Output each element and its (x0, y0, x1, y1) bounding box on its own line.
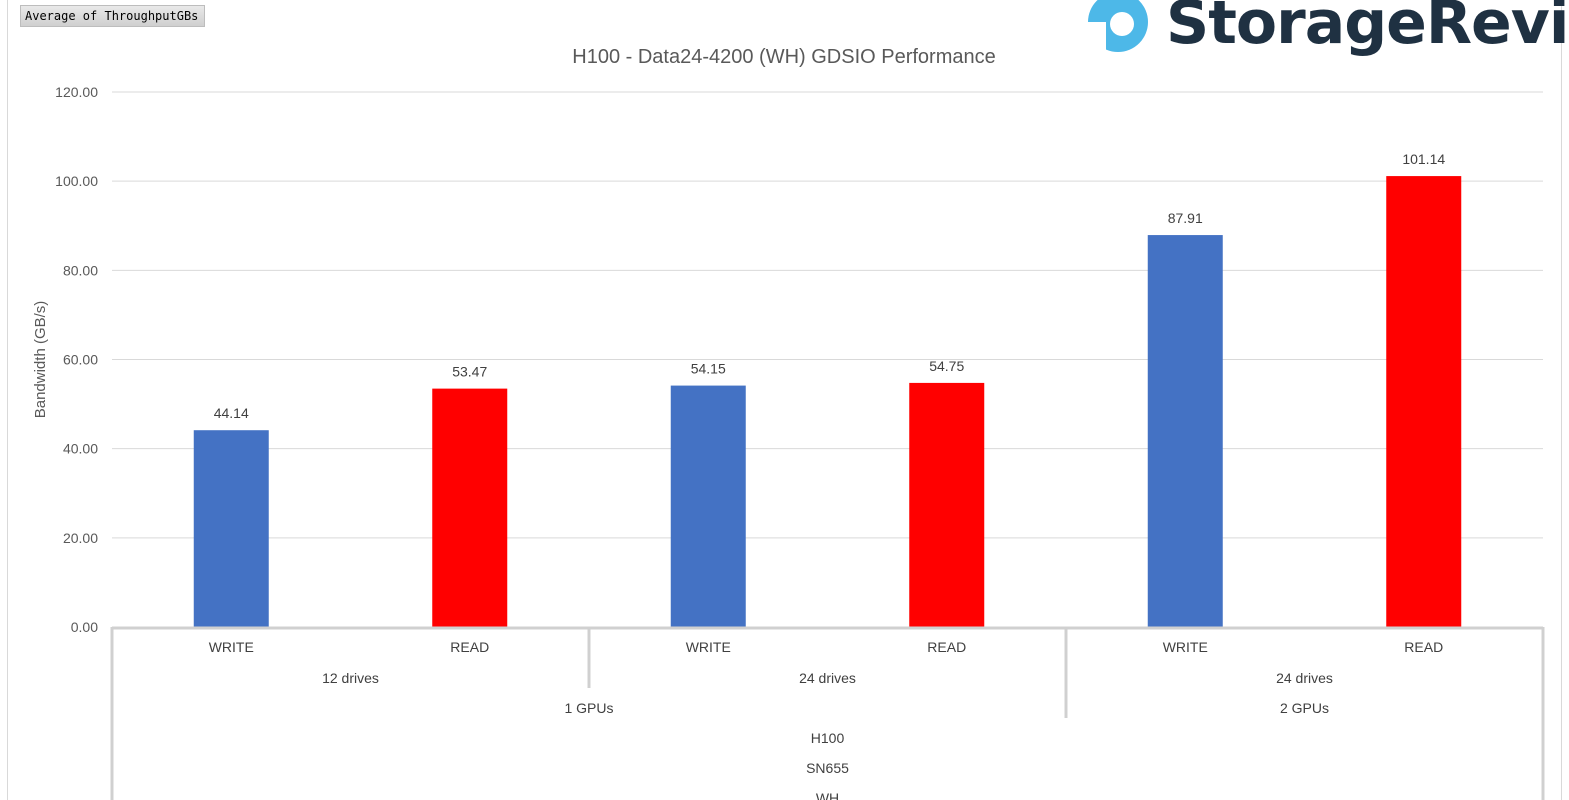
data-label: 101.14 (1402, 151, 1445, 167)
data-label: 44.14 (214, 405, 249, 421)
bar (1386, 176, 1462, 627)
brand-logo: StorageReview (1086, 0, 1569, 60)
x-tick-label: READ (450, 639, 489, 655)
x-tick-label: WRITE (209, 639, 254, 655)
brand-name: StorageReview (1166, 0, 1569, 58)
x-tick-label: READ (1404, 639, 1443, 655)
group-label: 24 drives (799, 670, 856, 686)
y-tick-label: 60.00 (63, 352, 98, 368)
data-label: 54.15 (691, 361, 726, 377)
group-label: 1 GPUs (564, 700, 613, 716)
pivot-field-button[interactable]: Average of ThroughputGBs (20, 5, 205, 27)
y-tick-label: 100.00 (55, 173, 98, 189)
y-tick-label: 120.00 (55, 84, 98, 100)
x-tick-label: WRITE (1163, 639, 1208, 655)
group-label: 2 GPUs (1280, 700, 1329, 716)
bar (193, 430, 269, 627)
bar (909, 382, 985, 627)
data-label: 54.75 (929, 358, 964, 374)
group-label: 24 drives (1276, 670, 1333, 686)
chart-frame (7, 0, 1562, 800)
y-tick-label: 20.00 (63, 530, 98, 546)
group-label: H100 (811, 730, 845, 746)
y-axis-label: Bandwidth (GB/s) (32, 301, 49, 419)
storagereview-logo-icon (1088, 0, 1148, 60)
group-label: WH (816, 790, 839, 800)
y-tick-label: 80.00 (63, 262, 98, 278)
group-label: SN655 (806, 760, 849, 776)
y-tick-label: 0.00 (71, 619, 98, 635)
bar (1147, 235, 1223, 627)
group-label: 12 drives (322, 670, 379, 686)
bar (432, 388, 508, 627)
bar (670, 385, 746, 627)
x-tick-label: READ (927, 639, 966, 655)
data-label: 87.91 (1168, 210, 1203, 226)
data-label: 53.47 (452, 364, 487, 380)
x-tick-label: WRITE (686, 639, 731, 655)
y-tick-label: 40.00 (63, 441, 98, 457)
chart-title: H100 - Data24-4200 (WH) GDSIO Performanc… (572, 46, 996, 68)
